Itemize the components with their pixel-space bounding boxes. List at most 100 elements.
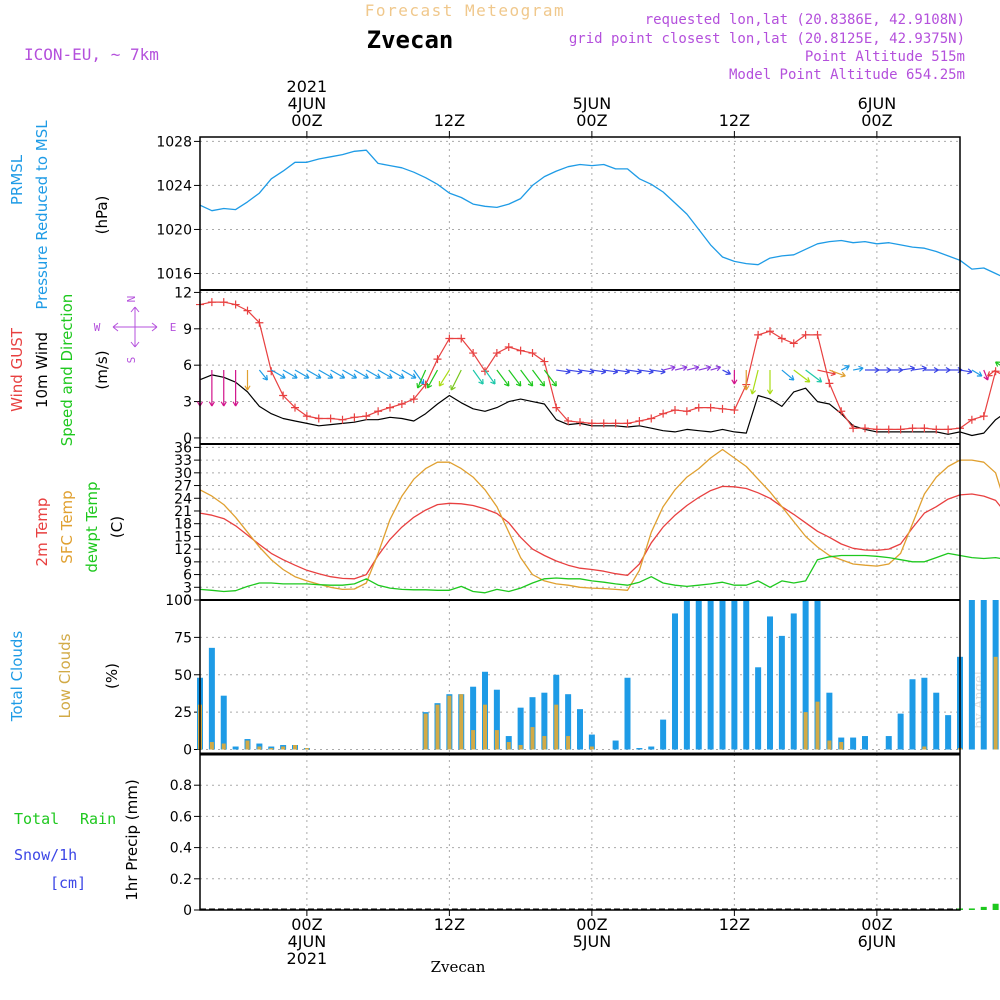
y-tick-label: 9 — [183, 555, 192, 571]
gust-marker — [944, 425, 953, 434]
axis-label-percent: (%) — [103, 663, 121, 689]
low-cloud-bar — [530, 727, 535, 750]
wind-direction-arrow — [959, 368, 973, 375]
low-cloud-bar — [506, 742, 511, 750]
total-cloud-bar — [980, 600, 987, 750]
axis-label-sfc: SFC Temp — [58, 490, 76, 563]
low-cloud-bar — [518, 745, 523, 750]
wind-direction-arrow — [496, 369, 510, 387]
chart-title: Forecast Meteogram — [365, 1, 565, 20]
compass-n: N — [125, 296, 138, 303]
gust-marker — [433, 355, 442, 364]
gust-marker — [243, 306, 252, 315]
total-cloud-bar — [755, 667, 762, 750]
wind-direction-arrow — [484, 369, 496, 385]
low-cloud-bar — [257, 746, 262, 750]
gust-marker — [207, 298, 216, 307]
total-cloud-bar — [541, 692, 548, 750]
low-cloud-bar — [993, 656, 998, 750]
pressure-line — [199, 149, 1000, 277]
y-tick-label: 25 — [174, 705, 192, 721]
low-cloud-bar — [304, 748, 309, 750]
time-label-top: 2021 — [287, 77, 328, 96]
gust-marker — [552, 403, 561, 412]
low-cloud-bar — [269, 748, 274, 750]
wind-direction-arrow — [220, 370, 227, 407]
wind-direction-arrow — [270, 369, 286, 379]
y-tick-label: 1020 — [156, 222, 192, 238]
wind-direction-arrow — [450, 369, 462, 391]
gust-marker — [445, 334, 454, 343]
time-label-bottom: 12Z — [719, 915, 750, 934]
axis-label-pressure: Pressure Reduced to MSL — [33, 120, 51, 310]
y-tick-label: 50 — [174, 668, 192, 684]
y-tick-label: 0 — [183, 431, 192, 447]
axis-label-cm: [cm] — [50, 874, 86, 892]
compass-w: W — [94, 321, 101, 334]
compass-e: E — [170, 321, 177, 334]
time-label-top: 00Z — [861, 111, 892, 130]
total-cloud-bar — [850, 737, 857, 750]
y-tick-label: 0.8 — [170, 778, 192, 794]
total-cloud-bar — [778, 635, 785, 750]
wind-direction-arrow — [416, 369, 427, 389]
compass-s: S — [125, 357, 138, 364]
time-label-top: 5JUN — [573, 94, 612, 113]
rain-bar — [980, 906, 987, 910]
wind-direction-arrow — [306, 369, 322, 379]
total-cloud-bar — [743, 600, 750, 750]
time-label-bottom: 2021 — [287, 949, 328, 968]
time-label-top: 12Z — [434, 111, 465, 130]
axis-label-hpa: (hPa) — [93, 196, 111, 235]
model-name: ICON-EU, ~ 7km — [24, 45, 159, 64]
axis-label-dew: dewpt Temp — [83, 481, 101, 572]
y-tick-label: 3 — [183, 395, 192, 411]
wind-direction-arrow — [543, 369, 557, 387]
total-cloud-bar — [767, 616, 773, 750]
y-tick-label: 1028 — [156, 134, 192, 150]
wind-direction-arrow — [987, 369, 996, 377]
low-cloud-bar — [589, 746, 594, 750]
low-cloud-bar — [815, 701, 820, 750]
time-label-bottom: 00Z — [861, 915, 892, 934]
rain-bar — [968, 908, 975, 910]
axis-label-snow: Snow/1h — [14, 846, 77, 864]
time-label-top: 12Z — [719, 111, 750, 130]
total-cloud-bar — [208, 647, 215, 750]
gust-marker — [789, 339, 798, 348]
axis-label-c: (C) — [108, 516, 126, 538]
low-cloud-bar — [293, 745, 297, 750]
axis-label-prmsl: PRMSL — [8, 154, 26, 205]
low-cloud-bar — [209, 742, 214, 750]
total-cloud-bar — [909, 679, 916, 750]
gust-marker — [908, 424, 917, 433]
y-tick-label: 27 — [174, 479, 192, 495]
wind-direction-arrow — [805, 369, 823, 383]
wind-direction-arrow — [342, 369, 358, 379]
wind-direction-arrow — [318, 369, 334, 379]
gust-marker — [374, 407, 383, 416]
low-cloud-bar — [459, 694, 464, 750]
total-cloud-bar — [814, 600, 821, 750]
total-cloud-bar — [826, 692, 833, 750]
gust-marker — [623, 419, 632, 428]
wind-direction-arrow — [556, 368, 571, 375]
wind-direction-arrow — [401, 369, 417, 379]
total-cloud-bar — [660, 719, 667, 750]
time-label-bottom: 4JUN — [288, 932, 327, 951]
total-cloud-bar — [493, 689, 500, 750]
y-tick-label: 15 — [174, 529, 192, 545]
y-tick-label: 12 — [174, 285, 192, 301]
gust-marker — [528, 349, 537, 358]
y-tick-label: 33 — [174, 453, 192, 469]
axis-label-total: Total — [14, 810, 59, 828]
y-tick-label: 3 — [183, 580, 192, 596]
y-tick-label: 1024 — [156, 178, 192, 194]
gust-marker — [813, 330, 822, 339]
wind-direction-arrow — [662, 364, 676, 371]
wind-direction-arrow — [532, 369, 546, 387]
wind-direction-arrow — [829, 369, 846, 378]
axis-label-total-clouds: Total Clouds — [8, 631, 26, 723]
axis-label-low-clouds: Low Clouds — [56, 633, 74, 718]
wind-direction-arrow — [472, 369, 484, 385]
